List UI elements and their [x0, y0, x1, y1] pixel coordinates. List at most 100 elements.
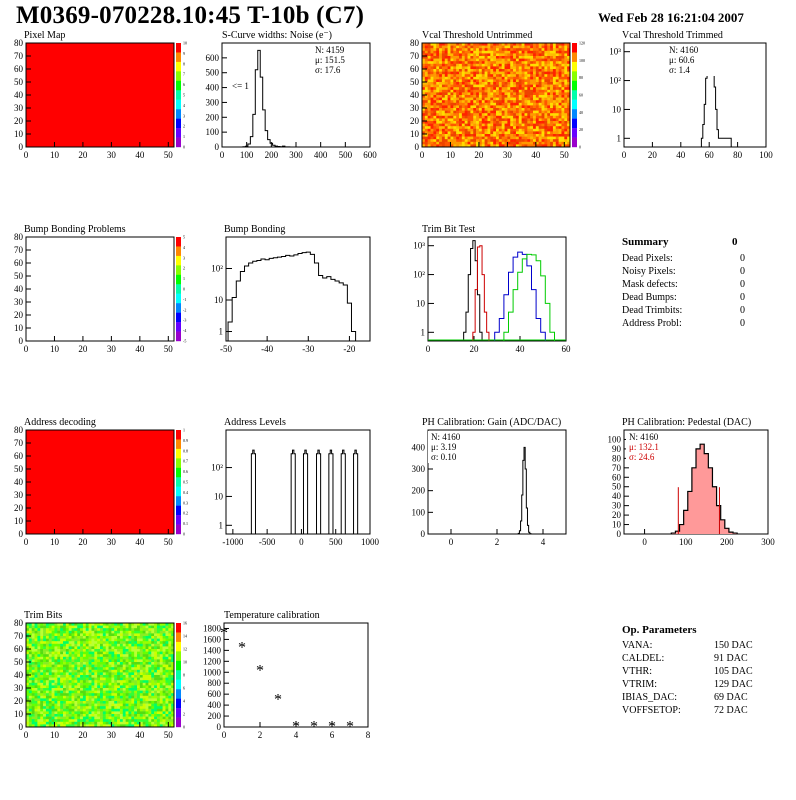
y-tick-label: 0 — [19, 722, 24, 732]
stats-line: μ: 60.6 — [669, 55, 695, 65]
heatmap-cell — [54, 672, 58, 676]
heatmap-cell — [162, 662, 166, 665]
heatmap-cell — [473, 43, 477, 46]
heatmap-cell — [111, 716, 115, 720]
heatmap-cell — [561, 48, 565, 52]
heatmap-cell — [34, 719, 38, 723]
heatmap-cell — [63, 714, 67, 717]
heatmap-cell — [464, 134, 468, 137]
heatmap-cell — [154, 672, 158, 676]
heatmap-cell — [535, 53, 539, 57]
heatmap-cell — [94, 669, 98, 673]
heatmap-cell — [43, 672, 47, 676]
heatmap-cell — [63, 656, 67, 660]
heatmap-cell — [530, 74, 534, 78]
heatmap-cell — [111, 623, 115, 626]
heatmap-cell — [473, 87, 477, 91]
heatmap-cell — [436, 87, 440, 91]
heatmap-cell — [102, 651, 106, 655]
heatmap-cell — [28, 719, 32, 723]
heatmap-cell — [564, 48, 568, 52]
heatmap-cell — [74, 708, 78, 712]
heatmap-cell — [527, 97, 531, 101]
heatmap-cell — [28, 706, 32, 710]
heatmap-cell — [498, 48, 502, 52]
heatmap-cell — [80, 701, 84, 704]
heatmap-cell — [424, 69, 428, 72]
heatmap-cell — [156, 706, 161, 710]
colorbar-label: 7 — [183, 72, 185, 77]
heatmap-cell — [422, 79, 426, 83]
heatmap-cell — [538, 63, 542, 67]
heatmap-cell — [487, 144, 491, 148]
heatmap-cell — [476, 69, 480, 72]
heatmap-cell — [168, 711, 172, 715]
heatmap-cell — [550, 136, 554, 140]
heatmap-cell — [71, 680, 75, 684]
heatmap-cell — [481, 102, 485, 106]
heatmap-cell — [139, 628, 143, 632]
heatmap-cell — [28, 672, 32, 676]
heatmap-cell — [165, 636, 169, 639]
heatmap-cell — [159, 695, 163, 699]
heatmap-cell — [550, 110, 554, 114]
heatmap-cell — [433, 89, 437, 93]
heatmap-cell — [527, 50, 531, 54]
heatmap-cell — [504, 110, 508, 114]
heatmap-cell — [137, 708, 141, 712]
heatmap-cell — [487, 56, 491, 59]
heatmap-cell — [456, 50, 460, 54]
heatmap-cell — [159, 714, 163, 717]
heatmap-cell — [441, 87, 446, 91]
heatmap-cell — [453, 121, 457, 124]
heatmap-cell — [453, 43, 457, 46]
heatmap-cell — [550, 69, 554, 72]
heatmap-cell — [422, 128, 426, 132]
heatmap-cell — [111, 643, 115, 647]
heatmap-cell — [439, 131, 443, 135]
heatmap-cell — [561, 89, 565, 93]
heatmap-cell — [504, 56, 508, 59]
heatmap-cell — [561, 139, 565, 143]
heatmap-cell — [171, 651, 175, 655]
heatmap-cell — [134, 672, 138, 676]
heatmap-cell — [478, 79, 483, 83]
heatmap-cell — [447, 113, 451, 117]
heatmap-cell — [77, 649, 81, 652]
heatmap-cell — [105, 654, 109, 658]
heatmap-cell — [131, 690, 135, 694]
heatmap-cell — [131, 698, 135, 702]
heatmap-cell — [427, 139, 431, 143]
heatmap-cell — [544, 43, 548, 46]
heatmap-cell — [74, 638, 78, 642]
heatmap-cell — [538, 123, 542, 127]
heatmap-cell — [154, 646, 158, 650]
heatmap-cell — [530, 56, 534, 59]
summary-value: 0 — [740, 305, 745, 316]
heatmap-cell — [82, 636, 87, 639]
heatmap-cell — [498, 136, 502, 140]
heatmap-cell — [518, 50, 522, 54]
heatmap-cell — [450, 50, 454, 54]
heatmap-cell — [97, 714, 101, 717]
heatmap-cell — [513, 118, 517, 122]
heatmap-cell — [535, 100, 539, 104]
heatmap-cell — [97, 651, 101, 655]
heatmap-cell — [114, 716, 118, 720]
heatmap-cell — [31, 695, 35, 699]
heatmap-cell — [74, 724, 78, 728]
heatmap-cell — [515, 113, 520, 117]
heatmap-cell — [28, 714, 32, 717]
heatmap-cell — [91, 672, 95, 676]
heatmap-cell — [82, 698, 87, 702]
heatmap-cell — [82, 703, 87, 707]
heatmap-cell — [171, 701, 175, 704]
heatmap-cell — [134, 677, 138, 681]
heatmap-cell — [487, 69, 491, 72]
heatmap-cell — [43, 721, 47, 725]
heatmap-cell — [561, 105, 565, 109]
heatmap-cell — [441, 48, 446, 52]
heatmap-cell — [447, 128, 451, 132]
heatmap-cell — [100, 649, 104, 652]
heatmap-cell — [137, 701, 141, 704]
